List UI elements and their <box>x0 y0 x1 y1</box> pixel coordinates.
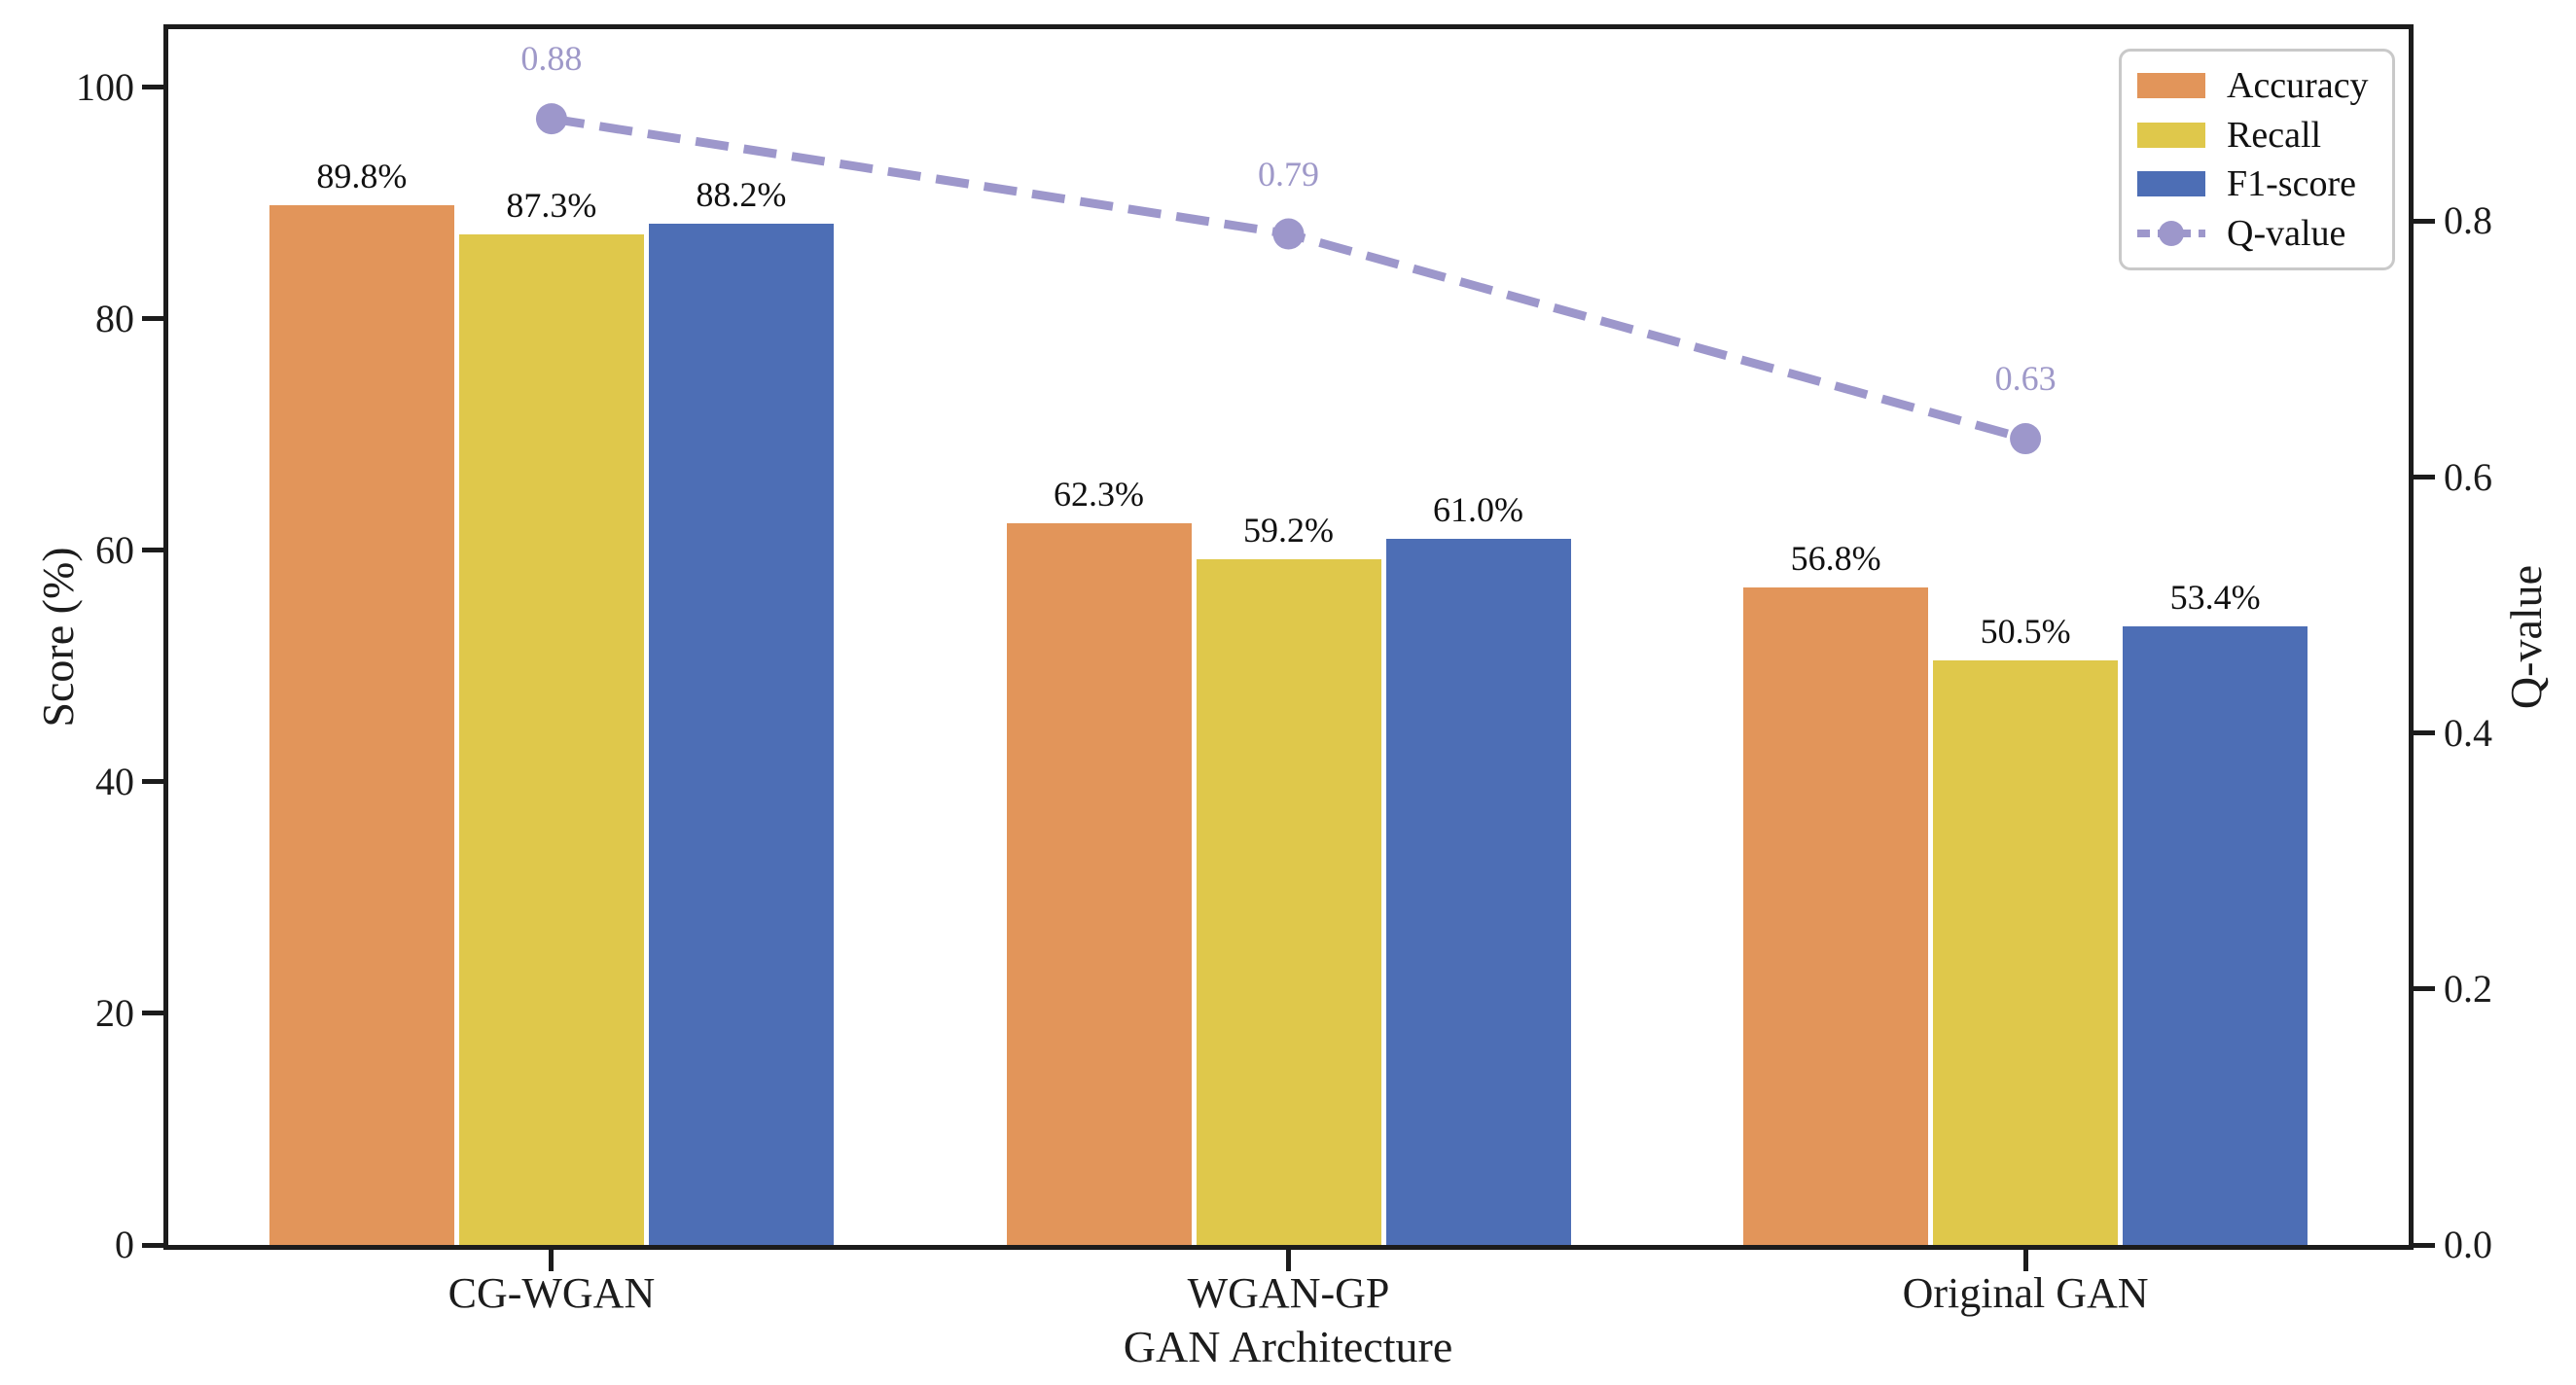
y-axis-left-tick <box>142 779 163 785</box>
bar-value-label: 88.2% <box>696 175 787 214</box>
q-value-point-label: 0.79 <box>1258 154 1319 194</box>
legend-label: Accuracy <box>2227 64 2369 106</box>
legend: Accuracy Recall F1-score Q-value <box>2119 49 2395 270</box>
q-value-point-label: 0.88 <box>520 39 583 79</box>
y-axis-left-tick <box>142 1011 163 1016</box>
legend-swatch-accuracy <box>2137 72 2205 98</box>
x-axis-tick <box>549 1250 555 1271</box>
x-axis-category-label: WGAN-GP <box>1187 1269 1390 1317</box>
y-axis-left-tick <box>142 1242 163 1248</box>
bar-accuracy <box>1006 523 1192 1245</box>
y-axis-right-tick-label: 0.2 <box>2444 966 2492 1011</box>
x-axis-category-label: Original GAN <box>1902 1269 2149 1317</box>
y-axis-left-tick-label: 0 <box>115 1223 134 1266</box>
bar-recall <box>1196 559 1381 1245</box>
y-axis-right-tick-label: 0.8 <box>2444 198 2492 243</box>
legend-label: Recall <box>2227 114 2322 156</box>
y-axis-right-tick-label: 0.0 <box>2444 1223 2492 1266</box>
bar-value-label: 53.4% <box>2169 578 2261 618</box>
bar-recall <box>458 233 644 1245</box>
legend-entry: F1-score <box>2137 164 2377 203</box>
x-axis-tick <box>1286 1250 1291 1271</box>
bar-f1-score <box>1385 538 1571 1245</box>
y-axis-right-tick <box>2414 986 2435 992</box>
bar-value-label: 87.3% <box>506 185 597 225</box>
x-axis-tick <box>2022 1250 2028 1271</box>
bar-value-label: 61.0% <box>1433 489 1523 529</box>
x-axis-category-label: CG-WGAN <box>447 1269 656 1317</box>
bar-value-label: 62.3% <box>1054 475 1144 515</box>
y-axis-right-tick <box>2414 218 2435 224</box>
legend-swatch-recall <box>2137 122 2205 148</box>
y-axis-left-tick-label: 40 <box>95 759 134 803</box>
y-axis-left-tick-label: 20 <box>95 990 134 1035</box>
y-axis-right-tick-label: 0.4 <box>2444 710 2492 755</box>
y-axis-left-tick <box>142 85 163 90</box>
y-axis-title-left: Score (%) <box>33 547 83 728</box>
y-axis-left-tick-label: 60 <box>95 527 134 572</box>
y-axis-left-tick <box>142 316 163 322</box>
bar-value-label: 59.2% <box>1243 511 1334 550</box>
legend-entry: Q-value <box>2137 214 2377 253</box>
bar-f1-score <box>648 224 834 1245</box>
bar-value-label: 89.8% <box>316 156 408 195</box>
y-axis-title-right: Q-value <box>2501 564 2551 710</box>
legend-entry: Accuracy <box>2137 66 2377 105</box>
y-axis-left-tick <box>142 548 163 553</box>
q-value-marker <box>2010 423 2042 455</box>
y-axis-right-tick <box>2414 475 2435 480</box>
bar-value-label: 50.5% <box>1980 611 2071 651</box>
q-value-marker <box>535 103 567 135</box>
bar-accuracy <box>268 204 454 1245</box>
y-axis-right-tick <box>2414 730 2435 736</box>
bar-recall <box>1933 659 2119 1245</box>
legend-swatch-f1-score <box>2137 171 2205 197</box>
legend-label: Q-value <box>2227 213 2346 255</box>
bar-value-label: 56.8% <box>1790 538 1881 578</box>
q-value-point-label: 0.63 <box>1994 359 2057 399</box>
legend-entry: Recall <box>2137 116 2377 155</box>
q-value-marker <box>1272 218 1305 250</box>
y-axis-left-tick-label: 80 <box>95 296 134 340</box>
legend-label: F1-score <box>2227 163 2356 205</box>
plot-area: Accuracy Recall F1-score Q-value 89.8% 62.3%… <box>163 24 2414 1250</box>
bar-f1-score <box>2123 626 2308 1245</box>
y-axis-right-tick <box>2414 1242 2435 1248</box>
x-axis-title: GAN Architecture <box>1123 1322 1453 1371</box>
legend-swatch-q-value <box>2137 218 2205 249</box>
y-axis-left-tick-label: 100 <box>76 64 134 109</box>
bar-accuracy <box>1743 586 1929 1245</box>
y-axis-right-tick-label: 0.6 <box>2444 454 2492 499</box>
